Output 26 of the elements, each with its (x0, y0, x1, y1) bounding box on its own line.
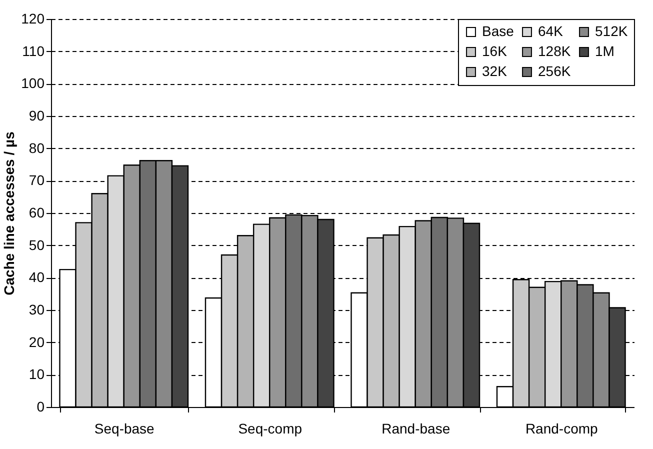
x-tick-label: Rand-comp (525, 420, 598, 436)
x-tick-label: Seq-base (94, 420, 155, 436)
legend-label: 32K (482, 63, 508, 79)
legend-label: Base (482, 23, 514, 39)
y-tick-label: 120 (21, 10, 45, 26)
legend-label: 64K (538, 23, 564, 39)
y-axis-title: Cache line accesses / µs (1, 131, 18, 296)
y-tick-label: 40 (28, 269, 45, 286)
y-tick-label: 100 (21, 75, 45, 92)
legend-label: 1M (595, 43, 614, 59)
y-tick-label: 60 (28, 204, 45, 220)
legend-label: 128K (538, 43, 572, 59)
legend-label: 256K (538, 63, 572, 79)
y-tick-label: 0 (36, 398, 45, 414)
y-tick-label: 110 (22, 42, 45, 59)
legend-label: 16K (482, 43, 508, 59)
x-tick-label: Rand-base (382, 420, 450, 436)
legend-label: 512K (595, 23, 628, 39)
y-tick-label: 50 (28, 236, 45, 253)
x-tick-label: Seq-comp (238, 420, 302, 436)
y-tick-label: 70 (28, 172, 45, 188)
y-tick-label: 90 (28, 108, 45, 124)
y-tick-label: 80 (28, 140, 45, 156)
y-tick-label: 30 (28, 302, 45, 318)
y-tick-label: 10 (28, 366, 45, 382)
y-tick-label: 20 (28, 334, 45, 350)
